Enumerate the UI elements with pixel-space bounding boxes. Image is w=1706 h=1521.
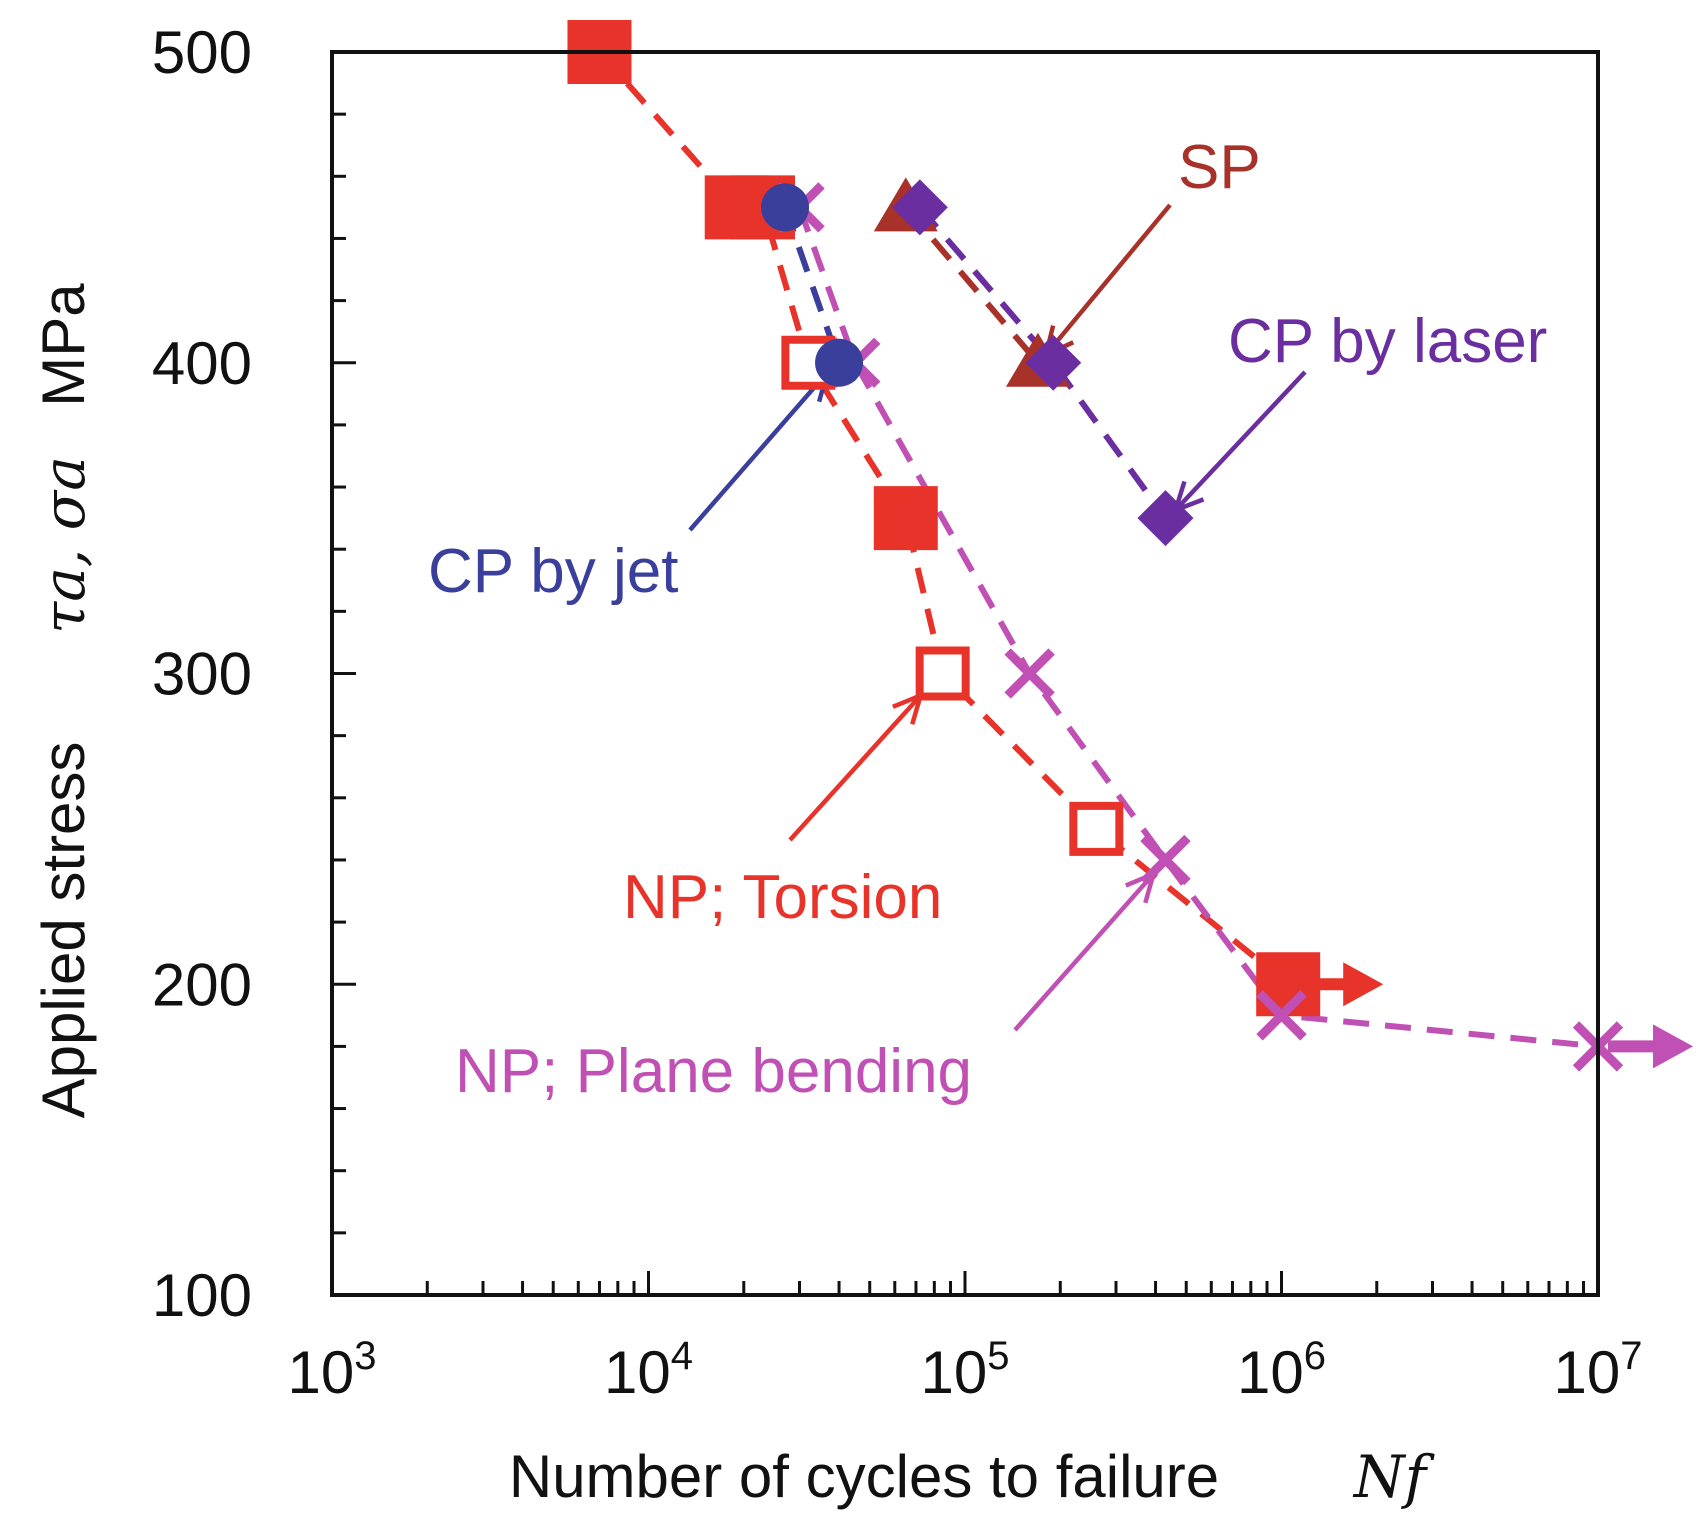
x-tick-label: 104 [604, 1334, 693, 1406]
annotation-np-plane-bending: NP; Plane bending [455, 1037, 972, 1106]
marker-square-open [1069, 801, 1124, 856]
annotation-arrows [688, 203, 1307, 1032]
x-tick-label: 106 [1237, 1334, 1326, 1406]
marker-circle [761, 183, 810, 232]
laser-arrow-line [1173, 370, 1307, 512]
series-line [796, 206, 1599, 1050]
y-tick-label: 400 [152, 330, 252, 397]
marker-diamond [1025, 334, 1082, 391]
x-tick-label: 103 [288, 1334, 377, 1406]
y-tick-label: 200 [152, 951, 252, 1018]
x-axis-label: Number of cycles to failure [509, 1443, 1219, 1510]
x-axis-symbol: Nf [1352, 1443, 1436, 1511]
marker-square-filled [873, 486, 938, 551]
series-markers [567, 20, 1693, 1072]
sp-arrow-line [1044, 203, 1172, 357]
y-axis-label: Applied stress [30, 742, 97, 1119]
y-axis-unit: MPa [30, 283, 97, 407]
y-tick-labels: 100 200 300 400 500 [152, 19, 252, 1329]
plot-area-frame [330, 50, 1600, 1297]
marker-cross [1140, 834, 1191, 886]
y-tick-label: 100 [152, 1262, 252, 1329]
bending-arrow-line [1013, 872, 1156, 1032]
marker-diamond [1137, 490, 1194, 547]
marker-square-open [915, 646, 970, 701]
marker-cross [1004, 648, 1055, 699]
torsion-arrow-line [788, 693, 923, 842]
annotation-np-torsion: NP; Torsion [623, 863, 942, 932]
runout-arrow-head [1343, 962, 1384, 1007]
y-tick-label: 500 [152, 19, 252, 86]
annotation-cp-by-laser: CP by laser [1228, 307, 1547, 376]
jet-arrow-line [688, 371, 829, 532]
runout-arrow-head [1653, 1024, 1693, 1069]
annotation-sp: SP [1178, 133, 1261, 202]
marker-circle [815, 338, 864, 387]
x-tick-label: 107 [1554, 1334, 1643, 1406]
marker-cross [1256, 990, 1307, 1041]
series-line [903, 205, 1041, 365]
x-tick-labels: 103 104 105 106 107 [288, 1334, 1643, 1406]
y-tick-label: 300 [152, 641, 252, 708]
marker-diamond [891, 179, 948, 236]
y-axis-symbol: τa, σa [30, 456, 98, 634]
axis-ticks [330, 50, 1600, 1297]
x-tick-label: 105 [921, 1334, 1010, 1406]
annotation-cp-by-jet: CP by jet [428, 537, 678, 606]
